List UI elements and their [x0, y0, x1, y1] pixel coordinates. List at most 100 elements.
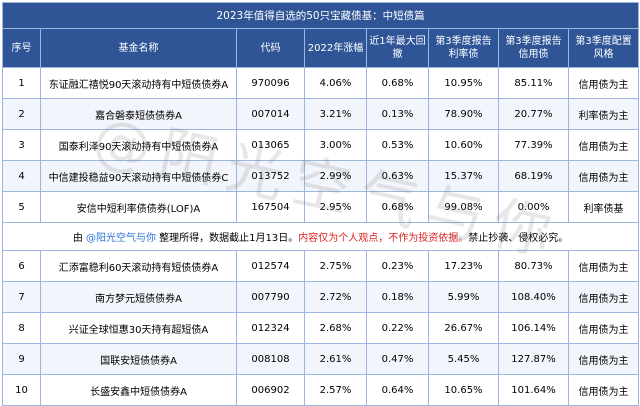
cell-name: 兴证全球恒惠30天持有超短债A — [40, 312, 237, 344]
cell-drawdown: 0.63% — [366, 160, 429, 192]
cell-name: 中信建投稳益90天滚动持有中短债债券C — [40, 160, 237, 192]
cell-name: 南方梦元短债债券A — [40, 281, 237, 313]
cell-drawdown: 0.68% — [366, 67, 429, 99]
note-prefix: 由 — [72, 233, 86, 244]
cell-name: 安信中短利率债债券(LOF)A — [40, 191, 237, 223]
cell-style: 信用债为主 — [567, 160, 640, 192]
cell-credit-bond: 106.14% — [498, 312, 569, 344]
header-name: 基金名称 — [40, 28, 237, 68]
cell-credit-bond: 127.87% — [498, 343, 569, 375]
cell-style: 信用债为主 — [567, 129, 640, 161]
cell-return: 2.72% — [304, 281, 367, 313]
cell-name: 国泰利泽90天滚动持有中短债债券A — [40, 129, 237, 161]
note-row: 由 @阳光空气与你 整理所得，数据截止1月13日。内容仅为个人观点，不作为投资依… — [1, 222, 640, 251]
cell-return: 3.00% — [304, 129, 367, 161]
cell-drawdown: 0.22% — [366, 312, 429, 344]
cell-code: 970096 — [236, 67, 305, 99]
header-style: 第3季度配置风格 — [567, 28, 640, 68]
cell-code: 012324 — [236, 312, 305, 344]
cell-credit-bond: 85.11% — [498, 67, 569, 99]
cell-code: 012574 — [236, 250, 305, 282]
cell-style: 信用债为主 — [567, 312, 640, 344]
cell-style: 信用债为主 — [567, 250, 640, 282]
cell-code: 167504 — [236, 191, 305, 223]
cell-no: 1 — [2, 67, 41, 99]
cell-style: 利率债为主 — [567, 98, 640, 130]
table-title: 2023年值得自选的50只宝藏债基：中短债篇 — [1, 2, 640, 29]
note-middle: 整理所得，数据截止1月13日。 — [156, 233, 299, 244]
header-credit-bond: 第3季度报告信用债 — [498, 28, 569, 68]
cell-code: 006902 — [236, 374, 305, 406]
cell-no: 3 — [2, 129, 41, 161]
cell-rate-bond: 10.65% — [428, 374, 499, 406]
header-drawdown: 近1年最大回撤 — [366, 28, 429, 68]
cell-drawdown: 0.47% — [366, 343, 429, 375]
cell-drawdown: 0.53% — [366, 129, 429, 161]
cell-rate-bond: 26.67% — [428, 312, 499, 344]
cell-no: 7 — [2, 281, 41, 313]
cell-code: 013752 — [236, 160, 305, 192]
header-row: 序号 基金名称 代码 2022年涨幅 近1年最大回撤 第3季度报告利率债 第3季… — [2, 28, 640, 68]
note-disclaimer: 内容仅为个人观点，不作为投资依据。 — [298, 233, 469, 244]
cell-style: 信用债为主 — [567, 374, 640, 406]
title-row: 2023年值得自选的50只宝藏债基：中短债篇 — [1, 2, 640, 29]
cell-no: 6 — [2, 250, 41, 282]
cell-return: 2.75% — [304, 250, 367, 282]
table-row: 9 国联安短债债券A 008108 2.61% 0.47% 5.45% 127.87% 信用债… — [2, 343, 640, 375]
cell-name: 嘉合磐泰短债债券A — [40, 98, 237, 130]
cell-code: 008108 — [236, 343, 305, 375]
cell-credit-bond: 77.39% — [498, 129, 569, 161]
cell-return: 2.68% — [304, 312, 367, 344]
cell-no: 4 — [2, 160, 41, 192]
cell-credit-bond: 101.64% — [498, 374, 569, 406]
cell-rate-bond: 78.90% — [428, 98, 499, 130]
cell-return: 2.99% — [304, 160, 367, 192]
cell-no: 2 — [2, 98, 41, 130]
cell-drawdown: 0.68% — [366, 191, 429, 223]
table-row: 3 国泰利泽90天滚动持有中短债债券A 013065 3.00% 0.53% 10.60%… — [2, 129, 640, 161]
header-no: 序号 — [2, 28, 41, 68]
cell-no: 5 — [2, 191, 41, 223]
header-code: 代码 — [236, 28, 305, 68]
note-handle: @阳光空气与你 — [86, 233, 156, 244]
cell-return: 3.21% — [304, 98, 367, 130]
cell-rate-bond: 5.99% — [428, 281, 499, 313]
cell-name: 长盛安鑫中短债债券A — [40, 374, 237, 406]
cell-style: 利率债基 — [567, 191, 640, 223]
cell-return: 2.57% — [304, 374, 367, 406]
cell-credit-bond: 0.00% — [498, 191, 569, 223]
cell-rate-bond: 15.37% — [428, 160, 499, 192]
table-row: 8 兴证全球恒惠30天持有超短债A 012324 2.68% 0.22% 26.67% 10… — [2, 312, 640, 344]
cell-name: 东证融汇禧悦90天滚动持有中短债债券A — [40, 67, 237, 99]
table-row: 10 长盛安鑫中短债债券A 006902 2.57% 0.64% 10.65% 101.64… — [2, 374, 640, 406]
table-row: 6 汇添富稳利60天滚动持有短债债券A 012574 2.75% 0.23% 17.23%… — [2, 250, 640, 282]
header-return: 2022年涨幅 — [304, 28, 367, 68]
cell-code: 007014 — [236, 98, 305, 130]
cell-credit-bond: 20.77% — [498, 98, 569, 130]
note-suffix: 禁止抄袭、侵权必究。 — [468, 233, 569, 244]
cell-name: 汇添富稳利60天滚动持有短债债券A — [40, 250, 237, 282]
cell-style: 信用债为主 — [567, 281, 640, 313]
cell-rate-bond: 99.08% — [428, 191, 499, 223]
cell-credit-bond: 68.19% — [498, 160, 569, 192]
cell-style: 信用债为主 — [567, 67, 640, 99]
cell-style: 信用债为主 — [567, 343, 640, 375]
cell-name: 国联安短债债券A — [40, 343, 237, 375]
table-row: 1 东证融汇禧悦90天滚动持有中短债债券A 970096 4.06% 0.68% 10.9… — [2, 67, 640, 99]
cell-code: 007790 — [236, 281, 305, 313]
cell-return: 2.61% — [304, 343, 367, 375]
cell-return: 4.06% — [304, 67, 367, 99]
cell-rate-bond: 10.95% — [428, 67, 499, 99]
header-rate-bond: 第3季度报告利率债 — [428, 28, 499, 68]
cell-rate-bond: 17.23% — [428, 250, 499, 282]
cell-drawdown: 0.18% — [366, 281, 429, 313]
note-cell: 由 @阳光空气与你 整理所得，数据截止1月13日。内容仅为个人观点，不作为投资依… — [1, 222, 640, 251]
cell-drawdown: 0.64% — [366, 374, 429, 406]
table-row: 2 嘉合磐泰短债债券A 007014 3.21% 0.13% 78.90% 20.77% 利率… — [2, 98, 640, 130]
cell-no: 8 — [2, 312, 41, 344]
cell-no: 10 — [2, 374, 41, 406]
table-row: 4 中信建投稳益90天滚动持有中短债债券C 013752 2.99% 0.63% 15.3… — [2, 160, 640, 192]
cell-code: 013065 — [236, 129, 305, 161]
